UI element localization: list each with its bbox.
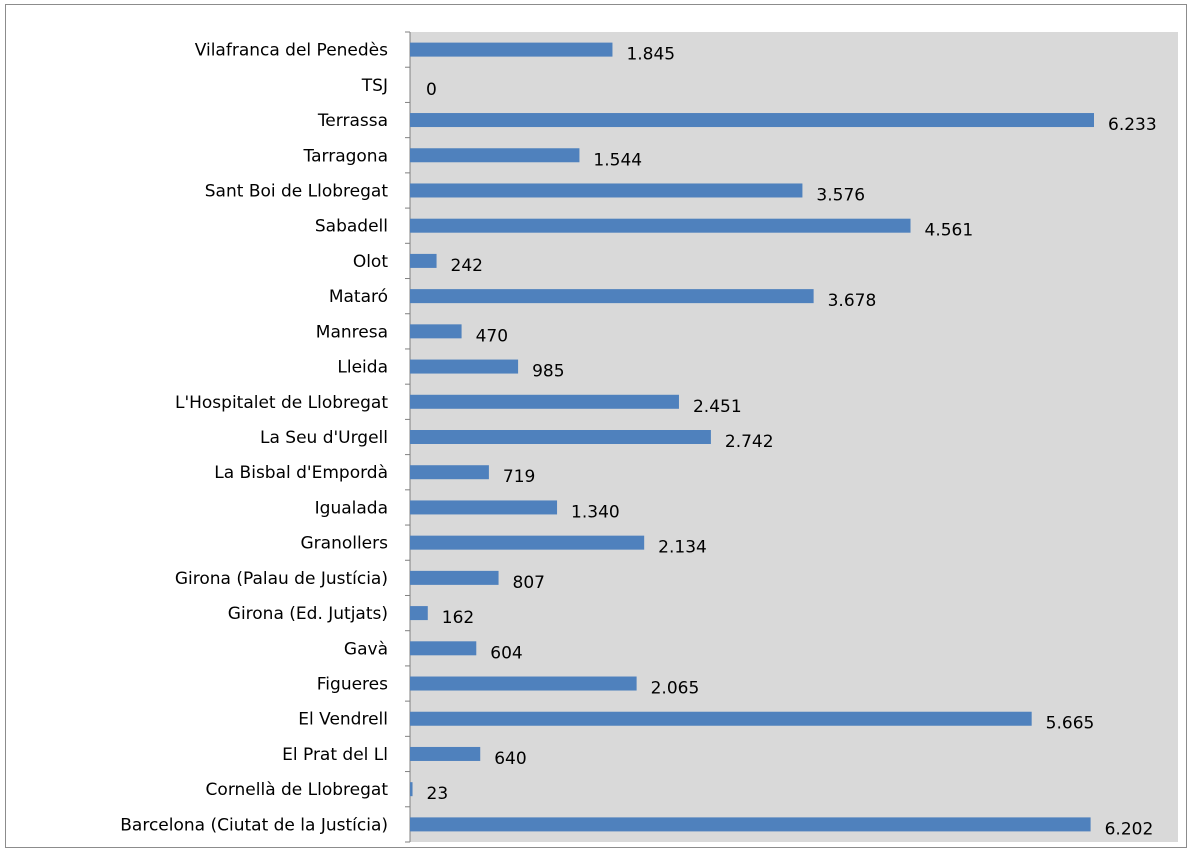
bar (410, 465, 489, 480)
category-label: TSJ (361, 76, 388, 96)
category-label: L'Hospitalet de Llobregat (175, 393, 388, 413)
bar (410, 782, 413, 797)
category-label: Sabadell (315, 217, 388, 237)
category-label: Cornellà de Llobregat (206, 780, 389, 800)
data-label: 604 (490, 643, 522, 663)
bar (410, 359, 519, 374)
bar (410, 394, 679, 409)
category-label: Gavà (344, 639, 388, 659)
category-label: Figueres (317, 675, 388, 695)
category-label: El Vendrell (298, 710, 388, 730)
category-ticks (405, 31, 410, 843)
data-label: 6.202 (1105, 819, 1154, 839)
bar (410, 676, 637, 691)
data-label: 1.845 (626, 45, 675, 65)
data-label: 4.561 (925, 221, 974, 241)
category-label: Mataró (329, 287, 388, 307)
data-label: 5.665 (1046, 714, 1095, 734)
bar (410, 535, 645, 550)
bar (410, 746, 481, 761)
bar (410, 253, 437, 268)
data-label: 0 (426, 80, 437, 100)
category-label: Terrassa (317, 111, 388, 131)
bar (410, 641, 477, 656)
data-label: 2.451 (693, 397, 742, 417)
bar (410, 148, 580, 163)
bar (410, 570, 499, 585)
category-label: La Bisbal d'Empordà (214, 463, 388, 483)
category-label: Granollers (300, 534, 388, 554)
category-label: Girona (Ed. Jutjats) (228, 604, 388, 624)
data-label: 162 (442, 608, 474, 628)
category-label: Manresa (316, 322, 388, 342)
data-label: 3.678 (828, 291, 877, 311)
data-label: 6.233 (1108, 115, 1157, 135)
bar (410, 183, 803, 198)
bars-layer (410, 42, 1094, 832)
bar (410, 711, 1032, 726)
data-label: 1.340 (571, 502, 620, 522)
category-label: Girona (Palau de Justícia) (175, 569, 388, 589)
bar (410, 289, 814, 304)
category-label: Igualada (315, 498, 388, 518)
data-label: 1.544 (593, 150, 642, 170)
bar (410, 42, 613, 57)
bar (410, 113, 1094, 128)
bar (410, 430, 711, 444)
category-label: Sant Boi de Llobregat (205, 181, 389, 201)
data-label: 719 (503, 467, 535, 487)
category-label: Barcelona (Ciutat de la Justícia) (120, 815, 388, 835)
value-labels: 1.845 0 6.233 1.544 3.576 4.561 242 3.678 470 985… (426, 45, 1157, 840)
data-label: 3.576 (816, 185, 865, 205)
data-label: 640 (494, 749, 526, 769)
data-label: 2.134 (658, 538, 707, 558)
bar (410, 817, 1091, 832)
bar (410, 218, 911, 233)
category-label: Olot (353, 252, 389, 272)
data-label: 470 (476, 326, 508, 346)
category-label: Vilafranca del Penedès (195, 41, 388, 61)
data-label: 242 (451, 256, 483, 276)
data-label: 23 (427, 784, 449, 804)
data-label: 985 (532, 362, 564, 382)
category-label: Tarragona (303, 146, 388, 166)
category-label: El Prat del Ll (282, 745, 388, 765)
bar (410, 324, 462, 339)
data-label: 807 (513, 573, 545, 593)
data-label: 2.742 (725, 432, 774, 452)
bar (410, 606, 428, 621)
category-label: La Seu d'Urgell (260, 428, 388, 448)
category-label: Lleida (337, 358, 388, 378)
category-labels: Vilafranca del Penedès TSJ Terrassa Tarrago… (120, 41, 388, 836)
bar (410, 500, 558, 515)
data-label: 2.065 (651, 679, 700, 699)
